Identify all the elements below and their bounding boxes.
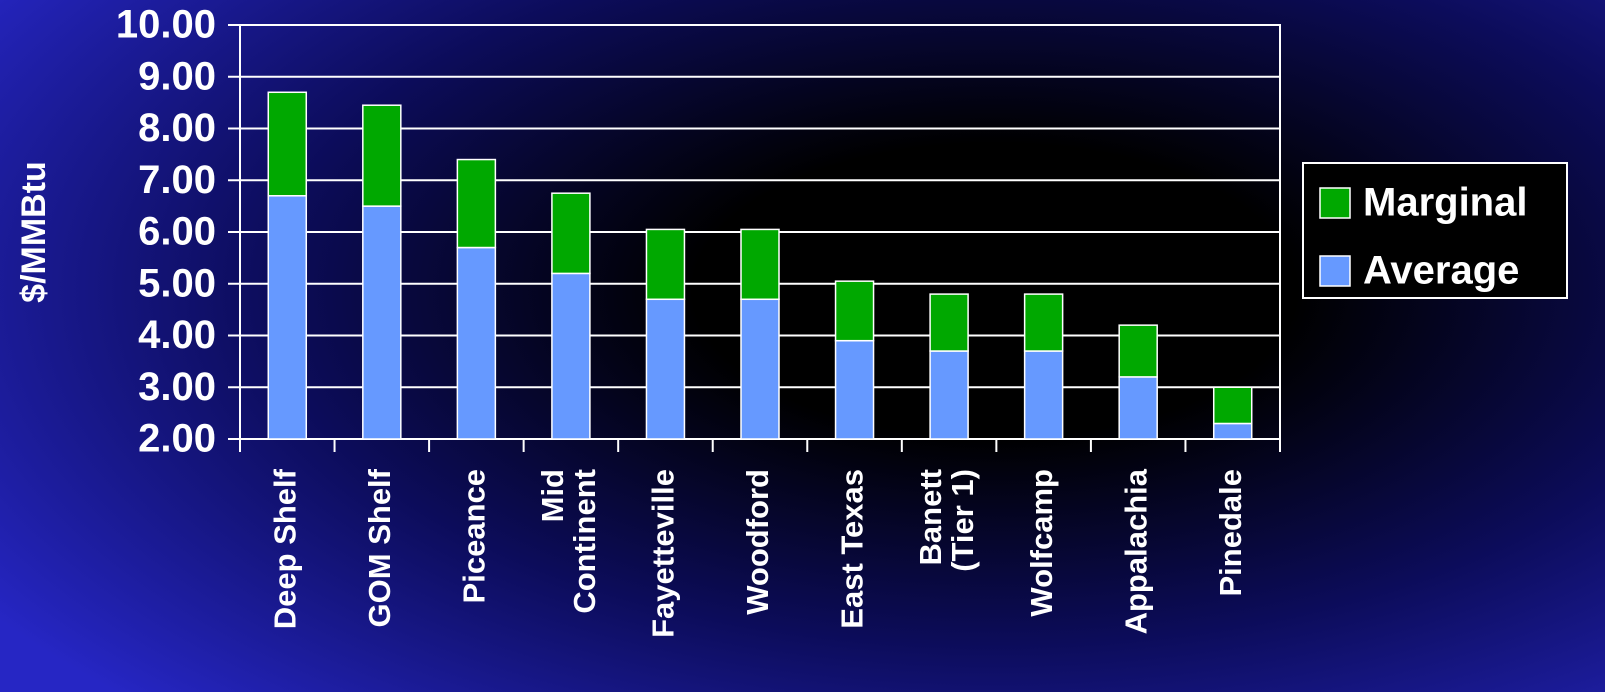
x-tick-label: Woodford bbox=[740, 469, 775, 615]
x-tick-label: MidContinent bbox=[535, 469, 602, 614]
bar-segment bbox=[456, 246, 497, 440]
y-tick-label: 9.00 bbox=[138, 54, 216, 98]
bar-segment bbox=[740, 228, 780, 301]
y-tick-label: 10.00 bbox=[116, 3, 216, 47]
bar-segment bbox=[929, 350, 969, 440]
bar-segment bbox=[267, 91, 308, 197]
bar-segment bbox=[456, 158, 497, 249]
bar-segment bbox=[645, 298, 686, 440]
bar-segment bbox=[362, 104, 402, 207]
y-tick-label: 8.00 bbox=[138, 106, 216, 150]
bar-segment bbox=[1023, 350, 1064, 440]
y-tick-label: 6.00 bbox=[138, 210, 216, 254]
legend-swatch bbox=[1319, 187, 1351, 219]
y-tick-label: 2.00 bbox=[138, 417, 216, 461]
y-tick-label: 3.00 bbox=[138, 365, 216, 409]
legend-label: Average bbox=[1363, 249, 1519, 293]
bar-segment bbox=[1212, 386, 1253, 425]
legend-label: Marginal bbox=[1363, 181, 1527, 225]
bar-segment bbox=[1118, 324, 1158, 378]
x-tick-label: GOM Shelf bbox=[362, 468, 397, 627]
x-tick-label: East Texas bbox=[835, 469, 870, 629]
bar-segment bbox=[1118, 376, 1158, 440]
y-tick-label: 7.00 bbox=[138, 158, 216, 202]
bar-segment bbox=[645, 228, 686, 301]
x-tick-label: Fayetteville bbox=[646, 469, 681, 638]
bar-segment bbox=[362, 205, 402, 440]
x-tick-label: Appalachia bbox=[1118, 468, 1153, 634]
x-tick-label: Wolfcamp bbox=[1024, 469, 1059, 617]
bar-segment bbox=[834, 280, 875, 342]
bar-segment bbox=[551, 272, 591, 440]
y-tick-label: 4.00 bbox=[138, 313, 216, 357]
x-tick-label: Banett(Tier 1) bbox=[913, 469, 980, 572]
bar-segment bbox=[740, 298, 780, 440]
x-tick-label: Pinedale bbox=[1213, 469, 1248, 597]
bar-segment bbox=[267, 195, 308, 440]
bar-segment bbox=[1023, 293, 1064, 352]
bar-segment bbox=[834, 339, 875, 440]
y-axis-title: $/MMBtu bbox=[15, 161, 53, 303]
bar-segment bbox=[551, 192, 591, 275]
bar-segment bbox=[929, 293, 969, 352]
y-tick-label: 5.00 bbox=[138, 261, 216, 305]
bar-segment bbox=[1212, 422, 1253, 440]
x-tick-label: Deep Shelf bbox=[267, 468, 302, 629]
x-tick-label: Piceance bbox=[457, 469, 492, 603]
legend-swatch bbox=[1319, 255, 1351, 287]
